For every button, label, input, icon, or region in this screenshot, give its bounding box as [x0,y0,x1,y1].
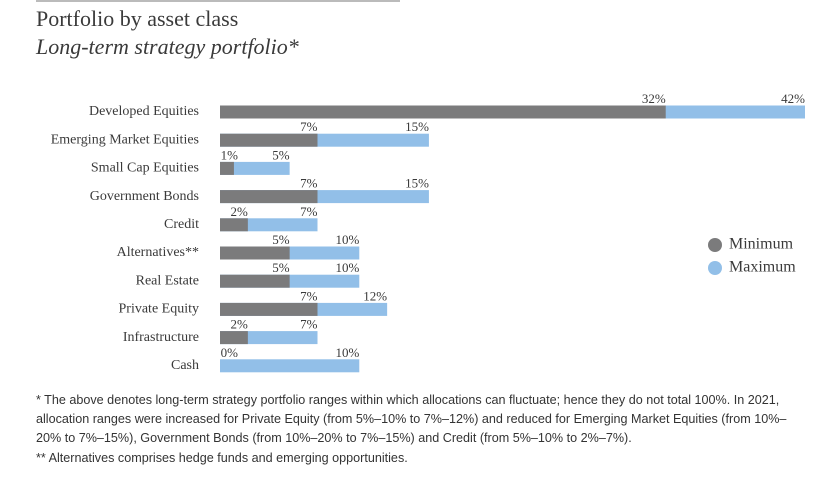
footnote: * The above denotes long-term strategy p… [36,393,787,445]
value-label: 7% [300,204,318,219]
legend-label: Maximum [729,259,796,276]
value-label: 15% [405,119,429,134]
category-label: Infrastructure [123,330,199,345]
bar [220,161,290,175]
value-label: 1% [221,147,239,162]
value-label: 2% [231,317,249,332]
bar [220,274,290,288]
value-label: 7% [300,119,318,134]
footnotes: * The above denotes long-term strategy p… [36,391,806,469]
bar [220,161,234,175]
category-label: Government Bonds [90,189,199,204]
value-label: 15% [405,176,429,191]
value-label: 7% [300,176,318,191]
chart-subtitle: Long-term strategy portfolio* [35,34,299,59]
chart-title: Portfolio by asset class [36,6,238,31]
value-label: 2% [231,204,249,219]
category-label: Emerging Market Equities [51,132,199,147]
value-label: 12% [363,288,387,303]
bar [220,246,290,260]
value-label: 5% [272,147,290,162]
value-label: 7% [300,317,318,332]
value-label: 0% [221,345,239,360]
bar [220,190,318,204]
value-label: 10% [335,232,359,247]
bar [220,133,318,147]
category-label: Credit [164,217,199,232]
value-label: 10% [335,345,359,360]
category-label: Developed Equities [89,104,199,119]
legend-marker [708,261,722,275]
value-label: 32% [642,91,666,106]
bar [220,105,666,119]
category-label: Cash [171,358,199,373]
category-label: Alternatives** [117,245,199,260]
category-label: Real Estate [136,273,199,288]
chart: Portfolio by asset class Long-term strat… [35,0,805,373]
bar [220,302,318,316]
bar [220,331,248,345]
legend-label: Minimum [729,236,794,253]
value-label: 7% [300,288,318,303]
value-label: 10% [335,260,359,275]
category-label: Private Equity [119,302,200,317]
footnote: ** Alternatives comprises hedge funds an… [36,451,408,465]
category-label: Small Cap Equities [91,161,199,176]
value-label: 5% [272,232,290,247]
bar [220,218,248,232]
bar [220,359,360,373]
value-label: 42% [781,91,805,106]
legend-marker [708,238,722,252]
value-label: 5% [272,260,290,275]
